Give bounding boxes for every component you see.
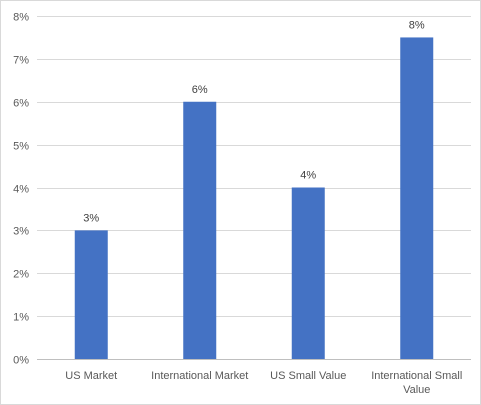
y-tick-label: 1% [13,312,29,324]
x-category-label: US Market [65,370,117,382]
bars [74,37,434,359]
bar [400,37,434,359]
y-tick-label: 6% [13,98,29,110]
y-axis-tick-labels: 0% 1% 2% 3% 4% 5% 6% 7% 8% [13,12,29,367]
data-labels: 3% 6% 4% 8% [83,19,425,224]
y-tick-label: 4% [13,184,29,196]
data-label: 4% [300,170,316,182]
y-tick-label: 3% [13,226,29,238]
y-tick-label: 2% [13,269,29,281]
y-tick-label: 8% [13,12,29,24]
x-category-label: International Market [151,370,248,382]
bar [74,230,108,359]
gridlines [37,16,471,360]
x-category-label: International Small Value [371,370,462,396]
x-axis-category-labels: US Market International Market US Small Va… [65,370,462,396]
y-tick-label: 7% [13,55,29,67]
bar [183,101,217,359]
y-tick-label: 5% [13,141,29,153]
bar [291,187,325,359]
data-label: 8% [409,19,425,31]
y-tick-label: 0% [13,355,29,367]
x-category-label: US Small Value [270,370,346,382]
data-label: 6% [192,84,208,96]
data-label: 3% [83,212,99,224]
